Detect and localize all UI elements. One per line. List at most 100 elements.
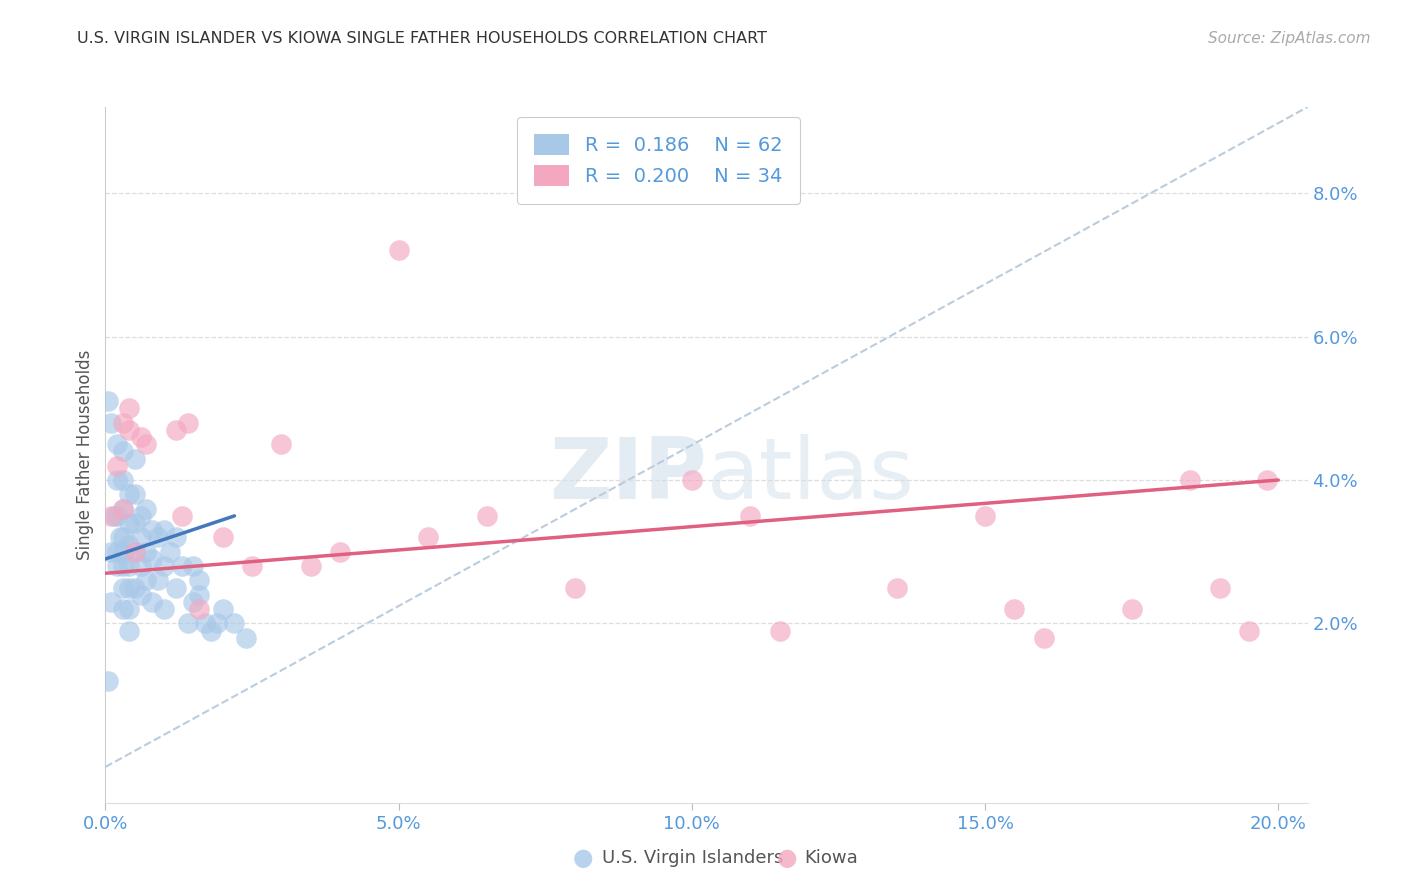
Point [141,552,163,566]
Point [1032,631,1054,645]
Point [112,501,135,516]
Point [108,530,131,544]
Point [194,616,217,631]
Point [165,530,187,544]
Point [188,588,211,602]
Point [118,516,141,530]
Point [97,394,120,409]
Point [270,437,292,451]
Point [1121,602,1143,616]
Point [124,487,146,501]
Point [112,545,135,559]
Point [235,631,257,645]
Point [188,574,211,588]
Text: ZIP: ZIP [548,434,707,517]
Point [1208,581,1230,595]
Text: ●: ● [574,847,593,870]
Point [103,508,125,523]
Point [224,616,246,631]
Text: ●: ● [778,847,797,870]
Point [118,401,141,416]
Point [153,523,176,537]
Point [1256,473,1278,487]
Point [165,581,187,595]
Text: U.S. VIRGIN ISLANDER VS KIOWA SINGLE FATHER HOUSEHOLDS CORRELATION CHART: U.S. VIRGIN ISLANDER VS KIOWA SINGLE FAT… [77,31,768,46]
Point [124,581,146,595]
Point [112,581,135,595]
Point [388,244,411,258]
Point [112,416,135,430]
Point [165,423,187,437]
Point [135,574,157,588]
Point [153,602,176,616]
Point [681,473,703,487]
Point [1002,602,1025,616]
Point [118,538,141,552]
Point [329,545,352,559]
Point [299,559,322,574]
Point [129,588,152,602]
Point [135,545,157,559]
Point [112,444,135,458]
Point [100,595,122,609]
Point [97,673,120,688]
Point [1180,473,1202,487]
Point [124,545,146,559]
Point [183,559,205,574]
Text: Kiowa: Kiowa [804,849,858,867]
Point [112,602,135,616]
Point [475,508,498,523]
Point [135,437,157,451]
Point [118,487,141,501]
Point [769,624,792,638]
Legend: R =  0.186    N = 62, R =  0.200    N = 34: R = 0.186 N = 62, R = 0.200 N = 34 [517,117,800,204]
Point [105,508,128,523]
Point [200,624,222,638]
Y-axis label: Single Father Households: Single Father Households [76,350,94,560]
Point [118,581,141,595]
Point [176,416,198,430]
Point [148,530,170,544]
Point [112,473,135,487]
Point [211,530,233,544]
Point [135,501,157,516]
Text: atlas: atlas [707,434,914,517]
Point [974,508,997,523]
Point [148,574,170,588]
Point [176,616,198,631]
Point [153,559,176,574]
Point [141,595,163,609]
Point [118,624,141,638]
Point [129,559,152,574]
Point [886,581,908,595]
Point [141,523,163,537]
Point [205,616,228,631]
Point [118,559,141,574]
Text: Source: ZipAtlas.com: Source: ZipAtlas.com [1208,31,1371,46]
Point [183,595,205,609]
Point [118,602,141,616]
Point [211,602,233,616]
Point [240,559,263,574]
Point [564,581,586,595]
Point [129,530,152,544]
Point [170,559,193,574]
Point [100,416,122,430]
Point [188,602,211,616]
Point [129,430,152,444]
Point [112,559,135,574]
Point [118,423,141,437]
Point [100,508,122,523]
Point [105,437,128,451]
Point [105,473,128,487]
Point [112,530,135,544]
Point [159,545,181,559]
Point [105,458,128,473]
Point [105,559,128,574]
Point [124,545,146,559]
Point [105,545,128,559]
Point [112,501,135,516]
Text: U.S. Virgin Islanders: U.S. Virgin Islanders [602,849,783,867]
Point [170,508,193,523]
Point [1237,624,1260,638]
